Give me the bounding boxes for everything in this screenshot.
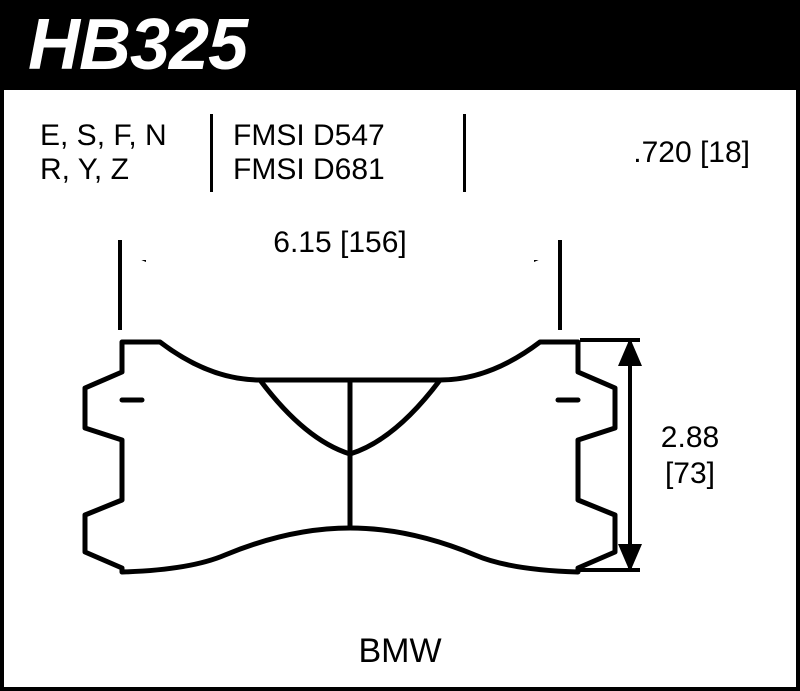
fmsi-line2: FMSI D681 bbox=[233, 153, 443, 187]
width-ext-right bbox=[558, 240, 562, 330]
spec-sheet: HB325 E, S, F, N R, Y, Z FMSI D547 FMSI … bbox=[0, 0, 800, 691]
compounds-line2: R, Y, Z bbox=[40, 153, 190, 187]
fmsi-line1: FMSI D547 bbox=[233, 119, 443, 153]
part-number-title: HB325 bbox=[28, 4, 247, 86]
height-label: 2.88 [73] bbox=[650, 420, 730, 492]
arrow-up-icon bbox=[618, 338, 642, 366]
left-arc bbox=[260, 380, 350, 454]
height-value-mm: [73] bbox=[650, 456, 730, 492]
height-dimension: 2.88 [73] bbox=[620, 340, 740, 570]
compounds-line1: E, S, F, N bbox=[40, 119, 190, 153]
fmsi-column: FMSI D547 FMSI D681 bbox=[213, 113, 463, 193]
header-bar: HB325 bbox=[0, 0, 800, 90]
height-value-in: 2.88 bbox=[650, 420, 730, 456]
width-dimension: 6.15 [156] bbox=[120, 230, 560, 270]
width-label: 6.15 [156] bbox=[120, 226, 560, 260]
border-bottom bbox=[0, 687, 800, 691]
thickness-value: .720 [18] bbox=[633, 136, 750, 170]
brake-pad-outline bbox=[80, 320, 620, 600]
width-ext-left bbox=[118, 240, 122, 330]
compounds-column: E, S, F, N R, Y, Z bbox=[0, 113, 210, 193]
height-dim-line bbox=[628, 340, 632, 570]
width-value: 6.15 [156] bbox=[261, 226, 418, 259]
right-arc bbox=[350, 380, 440, 454]
thickness-column: .720 [18] bbox=[466, 113, 800, 193]
spec-row: E, S, F, N R, Y, Z FMSI D547 FMSI D681 .… bbox=[0, 110, 800, 195]
vendor-label: BMW bbox=[0, 632, 800, 671]
diagram-area: 6.15 [156] 2.88 [73] bbox=[0, 210, 800, 640]
